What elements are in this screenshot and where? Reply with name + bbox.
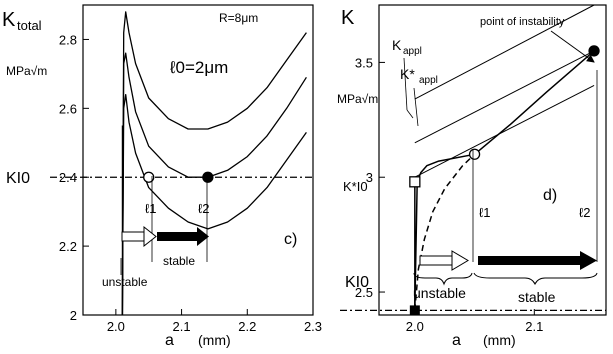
d-panel-label: d) xyxy=(543,187,557,204)
d-instability-leader xyxy=(550,30,595,63)
d-kstarappl-label: K* xyxy=(400,66,415,82)
d-point-kl0 xyxy=(409,305,420,316)
c-ytick-label: 2.2 xyxy=(59,239,77,254)
c-annotation-r: R=8μm xyxy=(219,11,258,25)
c-panel-label: c) xyxy=(284,231,297,248)
plot-frame-d xyxy=(378,4,607,316)
d-point-instability xyxy=(588,45,600,57)
d-kappl-label: K xyxy=(392,37,402,53)
d-kappl-sub: appl xyxy=(403,46,422,57)
c-curve-1 xyxy=(121,11,307,316)
d-stable-label: stable xyxy=(518,289,556,305)
d-ytick-label: 3.5 xyxy=(355,55,373,70)
d-kappl-leader xyxy=(403,57,408,111)
c-yunit: MPa√m xyxy=(6,64,47,78)
c-curve-2 xyxy=(121,52,307,316)
d-series-3 xyxy=(414,84,595,178)
c-ylabel-main: K xyxy=(2,9,16,31)
d-point-l1 xyxy=(468,148,481,160)
d-l1-label: ℓ1 xyxy=(479,205,490,220)
d-stable-arrow xyxy=(478,251,597,270)
d-point-kstar-l0 xyxy=(409,176,421,188)
panel-c: 2.0 2.1 2.2 2.322.22.42.62.8 K total MPa√m … xyxy=(2,4,322,349)
d-xlabel: a xyxy=(452,332,461,349)
c-point-l2 xyxy=(202,171,214,183)
d-series-5 xyxy=(414,153,476,311)
c-ytick-label: 2.8 xyxy=(59,32,77,47)
c-xtick-label: 2.2 xyxy=(238,319,256,334)
plot-frame-c xyxy=(82,4,314,316)
d-ytick-label: 3 xyxy=(366,170,373,185)
c-xtick-label: 2.3 xyxy=(304,319,322,334)
c-l1-label: ℓ1 xyxy=(145,201,156,216)
d-instability-label: point of instability xyxy=(480,16,565,28)
c-curve-3 xyxy=(121,93,307,316)
c-kl0-label: KI0 xyxy=(6,170,30,187)
c-l2-label: ℓ2 xyxy=(198,201,209,216)
d-series-2 xyxy=(414,50,595,144)
d-unstable-arrow xyxy=(419,250,469,271)
c-stable-arrow xyxy=(157,227,209,246)
c-unstable-label: unstable xyxy=(102,275,148,289)
d-l2-label: ℓ2 xyxy=(579,205,590,220)
d-kappl-leader-foot xyxy=(406,109,414,119)
panel-d: 2.0 2.12.533.5 K MPa√m KI0 K*I0 a (mm) K … xyxy=(337,4,607,349)
c-xtick-label: 2.0 xyxy=(107,319,125,334)
d-kstarappl-leader xyxy=(413,87,419,127)
c-ytick-label: 2 xyxy=(70,308,77,323)
c-ylabel-sub: total xyxy=(17,18,42,33)
c-annotation-l0: ℓ0=2μm xyxy=(169,58,228,77)
d-series-4 xyxy=(414,50,595,311)
c-stable-label: stable xyxy=(163,254,195,268)
c-ytick-label: 2.4 xyxy=(59,170,77,185)
d-kl0-label: KI0 xyxy=(345,274,369,291)
d-yunit: MPa√m xyxy=(337,92,378,106)
d-kstar-l0-label: K*I0 xyxy=(343,179,368,194)
c-unstable-arrow xyxy=(121,225,157,248)
d-unstable-label: unstable xyxy=(413,285,466,301)
c-xtick-label: 2.1 xyxy=(173,319,191,334)
d-unstable-brace xyxy=(413,272,473,286)
c-point-l1 xyxy=(143,171,155,183)
d-stable-brace xyxy=(473,272,598,286)
d-series-1 xyxy=(414,4,595,100)
d-xtick-label: 2.0 xyxy=(406,319,424,334)
d-kstarappl-sub: appl xyxy=(419,75,438,86)
d-ytick-label: 2.5 xyxy=(355,285,373,300)
d-ylabel-main: K xyxy=(341,7,355,29)
c-xunit: (mm) xyxy=(198,332,231,348)
c-ytick-label: 2.6 xyxy=(59,101,77,116)
d-xunit: (mm) xyxy=(483,332,516,348)
c-xlabel: a xyxy=(165,332,174,349)
d-xtick-label: 2.1 xyxy=(525,319,543,334)
